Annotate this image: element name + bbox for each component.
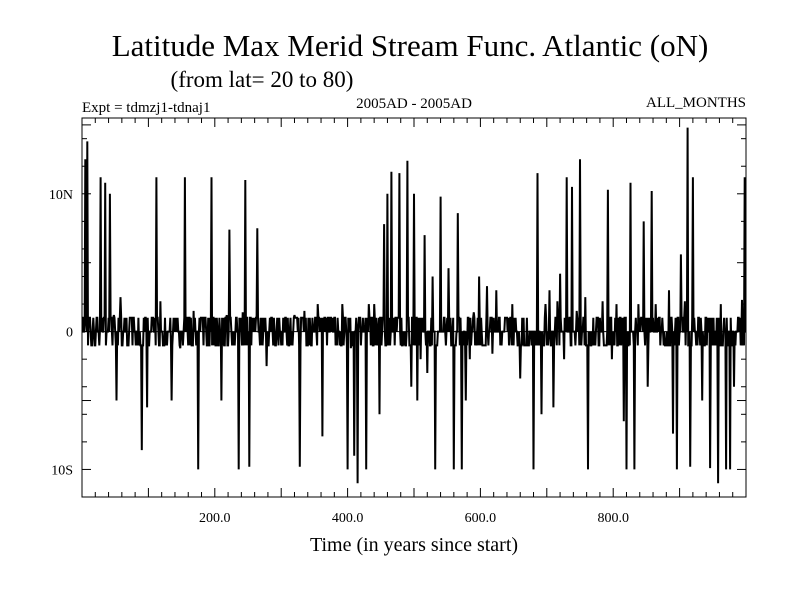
series-line <box>81 127 747 484</box>
x-tick-label: 200.0 <box>199 511 231 526</box>
x-tick-label: 800.0 <box>597 511 629 526</box>
experiment-label: Expt = tdmzj1-tdnaj1 <box>82 100 210 116</box>
tick-labels: 200.0 400.0 600.0 800.0 10N 0 10S <box>49 188 629 526</box>
x-tick-label: 600.0 <box>465 511 497 526</box>
y-tick-label: 10S <box>51 463 73 478</box>
chart-subtitle: (from lat= 20 to 80) <box>171 67 354 92</box>
chart-title: Latitude Max Merid Stream Func. Atlantic… <box>112 28 709 63</box>
tick-marks <box>82 118 746 498</box>
y-tick-label: 0 <box>66 326 73 341</box>
x-tick-label: 400.0 <box>332 511 364 526</box>
x-axis-label: Time (in years since start) <box>310 534 518 556</box>
months-label: ALL_MONTHS <box>646 95 746 111</box>
date-range-label: 2005AD - 2005AD <box>356 96 472 112</box>
y-tick-label: 10N <box>49 188 73 203</box>
